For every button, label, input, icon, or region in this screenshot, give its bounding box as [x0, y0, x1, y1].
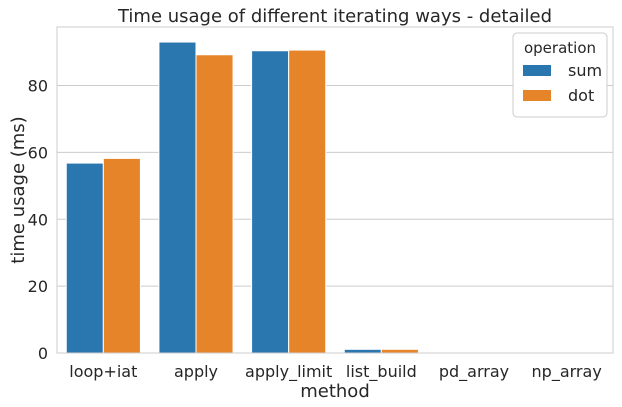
legend: operation sum dot	[512, 32, 608, 118]
legend-label-dot: dot	[568, 86, 594, 105]
bar-dot-apply	[195, 54, 234, 354]
x-tick-label: pd_array	[439, 362, 509, 382]
bar-sum-loop+iat	[65, 162, 104, 354]
legend-title: operation	[524, 39, 596, 57]
x-tick-label: loop+iat	[69, 362, 137, 381]
y-tick-label: 40	[28, 210, 48, 229]
bar-dot-apply_limit	[288, 49, 327, 354]
y-tick-label: 80	[28, 77, 48, 96]
plot-frame	[56, 26, 614, 354]
legend-swatch-sum	[523, 65, 551, 76]
x-tick-label: apply_limit	[245, 362, 332, 382]
y-tick-label: 60	[28, 143, 48, 162]
legend-swatch-dot	[523, 90, 551, 101]
axis-layer: 0 20 40 60 80 loop+iat apply apply_limit list_bu…	[28, 77, 602, 382]
x-tick-label: list_build	[346, 362, 417, 382]
legend-label-sum: sum	[568, 61, 602, 80]
bar-sum-list_build	[343, 348, 382, 354]
chart-title: Time usage of different iterating ways -…	[117, 6, 552, 27]
y-tick-label: 0	[38, 344, 48, 363]
bar-sum-apply_limit	[251, 50, 290, 354]
bar-dot-loop+iat	[102, 157, 141, 354]
y-tick-label: 20	[28, 277, 48, 296]
x-tick-label: apply	[174, 362, 218, 381]
bar-dot-list_build	[380, 348, 419, 354]
y-axis-label: time usage (ms)	[8, 116, 29, 263]
bars-layer	[65, 41, 605, 354]
x-tick-label: np_array	[532, 362, 602, 382]
bar-sum-apply	[158, 41, 197, 354]
x-axis-label: method	[300, 381, 370, 402]
